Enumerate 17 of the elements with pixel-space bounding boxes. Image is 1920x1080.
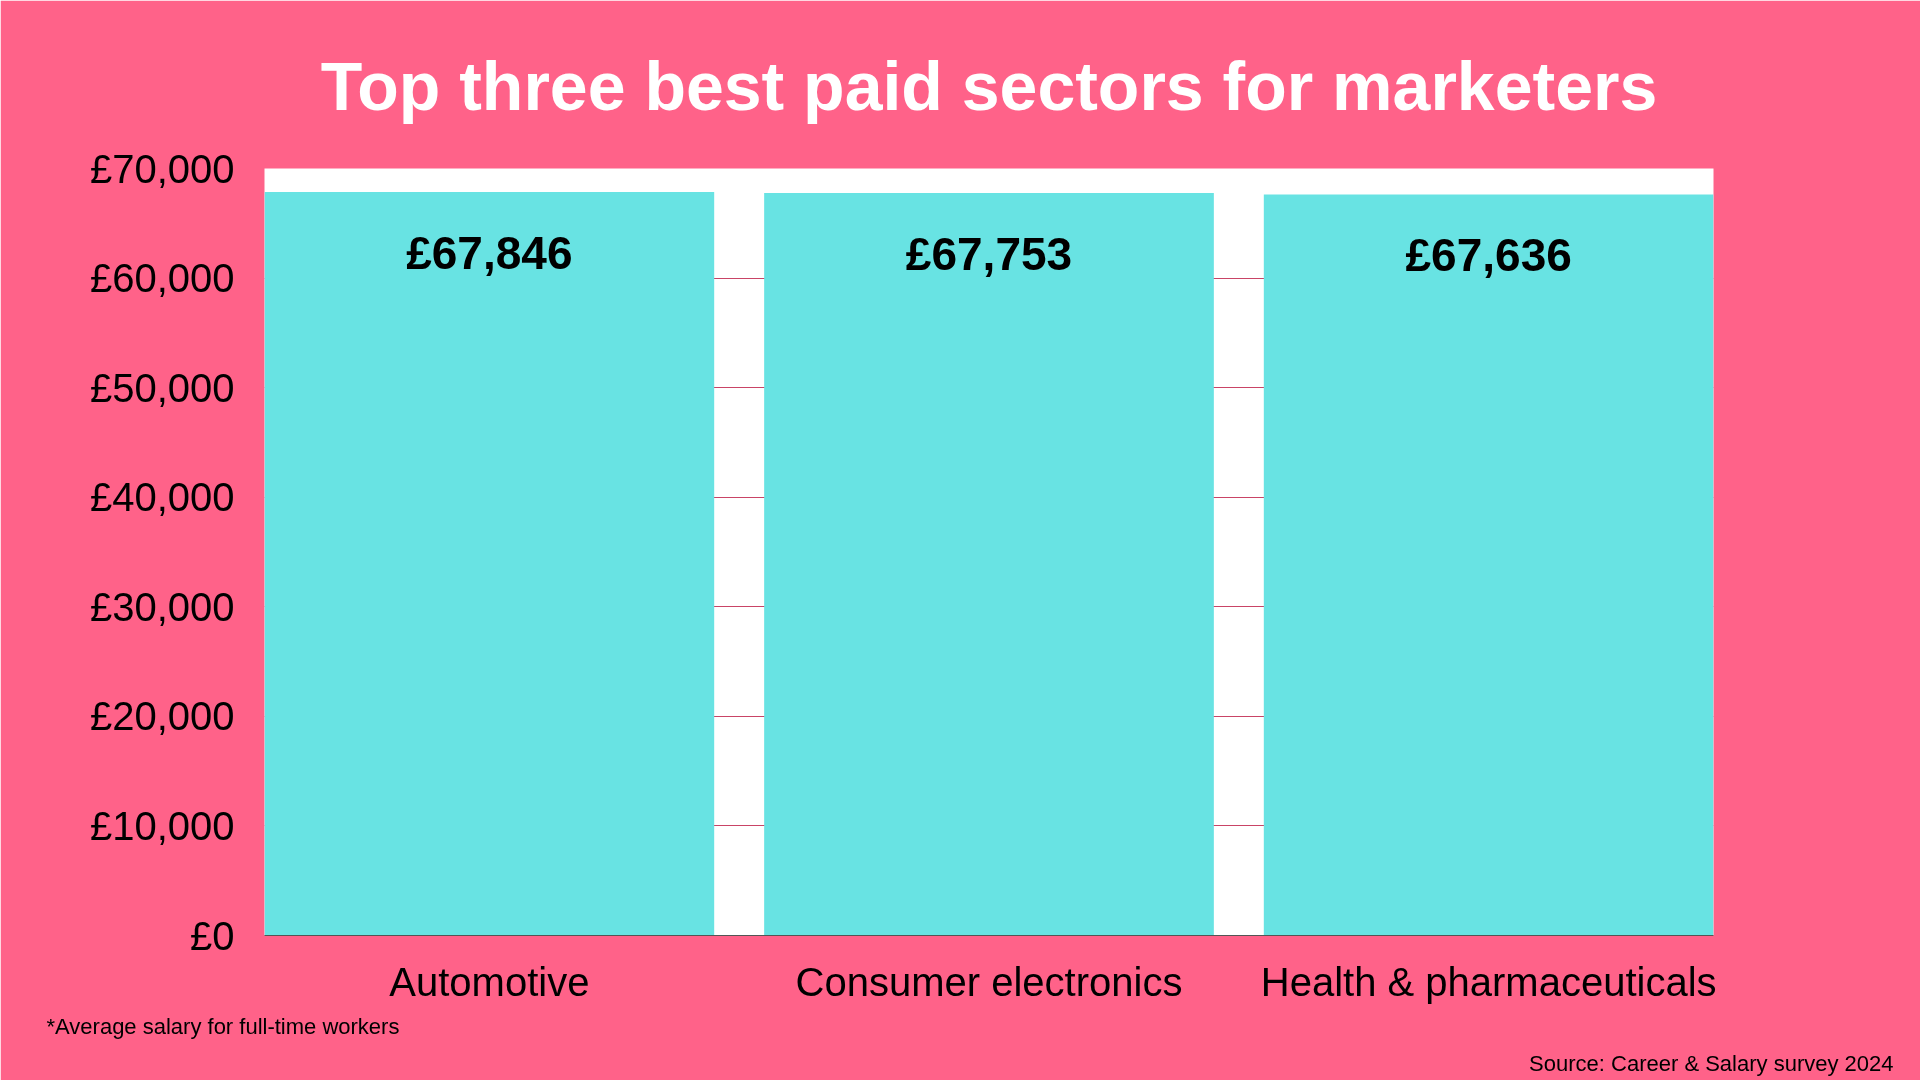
x-tick-label: Consumer electronics: [795, 959, 1183, 1004]
y-tick-label: £40,000: [89, 475, 235, 520]
chart-title: Top three best paid sectors for marketers: [320, 47, 1658, 124]
y-tick-label: £60,000: [89, 256, 235, 301]
y-tick-label: £70,000: [89, 146, 235, 191]
y-tick-label: £50,000: [89, 365, 235, 410]
y-tick-label: £10,000: [89, 803, 235, 848]
x-tick-label: Health & pharmaceuticals: [1260, 959, 1717, 1004]
data-label: £67,636: [1405, 229, 1572, 282]
x-tick-label: Automotive: [389, 959, 590, 1004]
data-label: £67,846: [406, 227, 573, 280]
y-tick-label: £30,000: [89, 584, 235, 629]
source-note: Source: Career & Salary survey 2024: [1529, 1050, 1894, 1076]
y-tick-label: £0: [190, 913, 235, 958]
data-label: £67,753: [905, 228, 1073, 281]
text: *Average salary for full-time workers: [46, 1013, 400, 1039]
y-tick-label: £20,000: [89, 694, 235, 739]
